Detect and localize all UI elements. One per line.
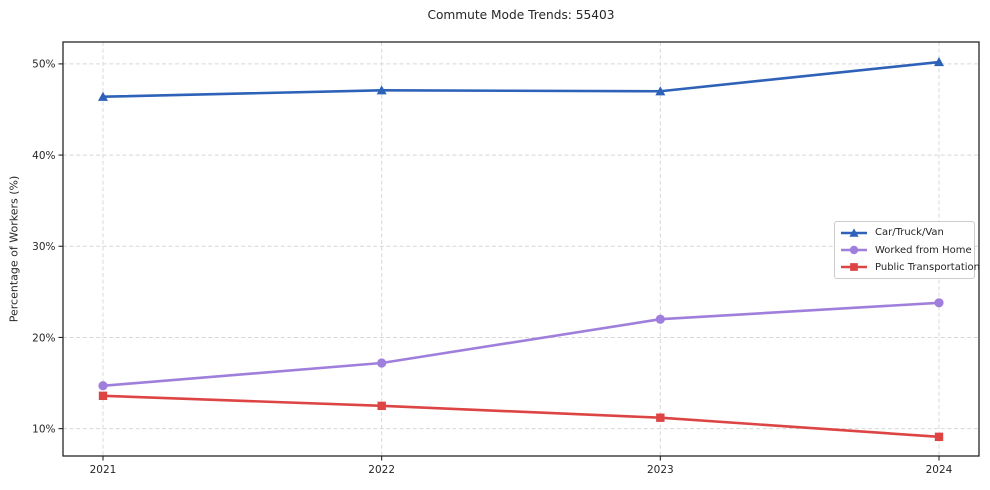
data-point-marker-triangle [376, 85, 387, 95]
data-point-marker-circle [655, 314, 665, 324]
y-tick-label: 10% [32, 423, 55, 435]
y-tick-label: 30% [32, 241, 55, 253]
x-tick-label: 2021 [90, 464, 117, 476]
legend-swatch-public-transportation [840, 260, 868, 274]
legend-line-sample [841, 245, 867, 255]
legend-swatch-worked-from-home [840, 243, 868, 257]
data-point-marker-square [377, 401, 386, 411]
data-point-marker-circle [377, 358, 387, 368]
legend-label: Worked from Home [875, 244, 972, 256]
data-point-marker-circle [98, 381, 108, 391]
y-tick-label: 20% [32, 332, 55, 344]
data-point-marker-triangle [849, 228, 859, 237]
x-tick-label: 2024 [926, 464, 953, 476]
y-tick-label: 40% [32, 150, 55, 162]
data-point-marker-triangle [934, 57, 944, 67]
data-point-marker-triangle [655, 86, 666, 96]
legend-line-sample [841, 263, 867, 272]
legend-label: Car/Truck/Van [875, 227, 944, 239]
series-line-public-transportation [102, 394, 940, 439]
legend-item-worked-from-home: Worked from Home [840, 242, 972, 259]
legend-item-car-truck-van: Car/Truck/Van [840, 224, 968, 241]
data-point-marker-square [98, 391, 108, 401]
data-point-marker-square [656, 413, 665, 422]
series-line-car-truck-van [102, 60, 940, 99]
series-line-worked-from-home [102, 301, 940, 388]
legend: Car/Truck/Van Worked from Home Public Tr… [834, 221, 980, 279]
legend-swatch-car-truck-van [840, 226, 868, 240]
data-point-marker-square [850, 263, 858, 272]
data-point-marker-triangle [98, 91, 108, 101]
legend-line-sample [841, 228, 867, 237]
x-tick-label: 2022 [368, 464, 395, 476]
data-point-marker-circle [934, 298, 944, 308]
y-tick-label: 50% [32, 59, 55, 71]
chart-title: Commute Mode Trends: 55403 [427, 8, 615, 22]
plot-frame [62, 41, 980, 457]
x-tick-label: 2023 [647, 464, 674, 476]
legend-label: Public Transportation [875, 261, 980, 273]
data-point-marker-square [934, 432, 944, 442]
legend-item-public-transportation: Public Transportation [840, 259, 980, 276]
data-point-marker-circle [849, 245, 859, 255]
